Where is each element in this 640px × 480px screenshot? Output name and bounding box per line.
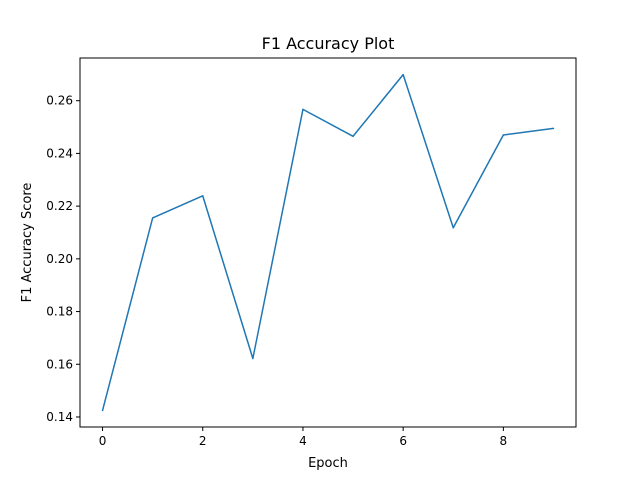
plot-area (101, 73, 555, 412)
y-tick-label: 0.26 (46, 94, 73, 108)
y-tick-label: 0.18 (46, 305, 73, 319)
data-point (452, 226, 454, 229)
data-point (202, 195, 204, 197)
data-point (101, 409, 104, 412)
x-tick-label: 6 (399, 434, 407, 448)
x-tick-label: 4 (299, 434, 307, 448)
data-point (352, 135, 354, 138)
x-tick-label: 2 (199, 434, 207, 448)
series-line-0 (101, 73, 554, 411)
x-tick-label: 8 (500, 434, 508, 448)
chart-title: F1 Accuracy Plot (262, 34, 395, 53)
y-axis-label: F1 Accuracy Score (20, 183, 35, 303)
y-tick-label: 0.20 (46, 252, 73, 266)
data-point (402, 73, 404, 76)
y-tick-label: 0.24 (46, 146, 73, 160)
y-tick-label: 0.14 (46, 410, 73, 424)
y-tick-label: 0.16 (46, 357, 73, 371)
ticks: 0 2 4 6 8 0.14 0.16 0.18 0.20 0.22 0.24 0.26 (46, 94, 507, 448)
x-axis-label: Epoch (308, 456, 348, 471)
data-point (502, 134, 505, 136)
y-tick-label: 0.22 (46, 199, 73, 213)
data-point (552, 127, 555, 130)
x-tick-label: 0 (99, 434, 107, 448)
axes-frame (79, 57, 577, 428)
data-point (151, 217, 154, 219)
data-point (252, 357, 254, 360)
data-point (302, 108, 304, 111)
